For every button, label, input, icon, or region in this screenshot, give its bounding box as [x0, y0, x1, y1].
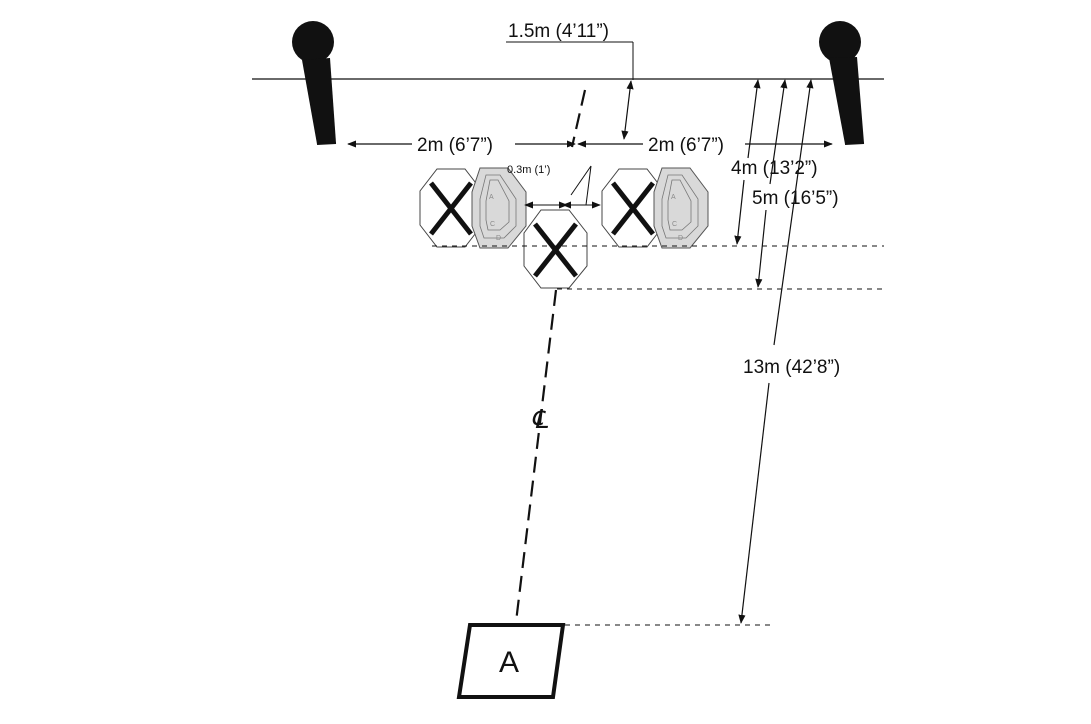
center-no-shoot-target — [523, 209, 588, 289]
left-span-label: 2m (6’7”) — [417, 135, 493, 156]
right-shoot-target: A C D — [653, 167, 709, 249]
right-target-zone-d: D — [678, 235, 683, 242]
left-fault-post — [292, 21, 337, 145]
left-shoot-target: A C D — [471, 167, 527, 249]
right-span-label: 2m (6’7”) — [648, 135, 724, 156]
center-no-shoot-distance-label: 5m (16’5”) — [752, 188, 839, 209]
gap-dimension — [524, 165, 601, 209]
shooting-box-distance-dimension — [738, 79, 814, 624]
berm-offset-dimension — [506, 41, 634, 140]
right-target-zone-c: C — [672, 221, 677, 228]
left-target-zone-d: D — [496, 235, 501, 242]
centerline — [514, 89, 587, 623]
center-no-shoot-distance-dimension — [755, 79, 788, 288]
left-no-shoot-target — [419, 168, 483, 248]
left-target-zone-c: C — [490, 221, 495, 228]
no-shoot-distance-dimension — [734, 79, 761, 245]
shooting-box-distance-label: 13m (42’8”) — [743, 357, 840, 378]
no-shoot-distance-label: 4m (13’2”) — [731, 158, 818, 179]
berm-offset-label: 1.5m (4’11”) — [508, 21, 609, 42]
centerline-symbol: ℄ — [531, 405, 549, 435]
right-no-shoot-target — [601, 168, 665, 248]
right-target-zone-a: A — [671, 194, 676, 201]
left-target-zone-a: A — [489, 194, 494, 201]
shooting-box — [456, 623, 566, 699]
shooting-box-label: A — [499, 646, 519, 679]
right-fault-post — [819, 21, 865, 145]
gap-label: 0.3m (1’) — [507, 164, 550, 176]
